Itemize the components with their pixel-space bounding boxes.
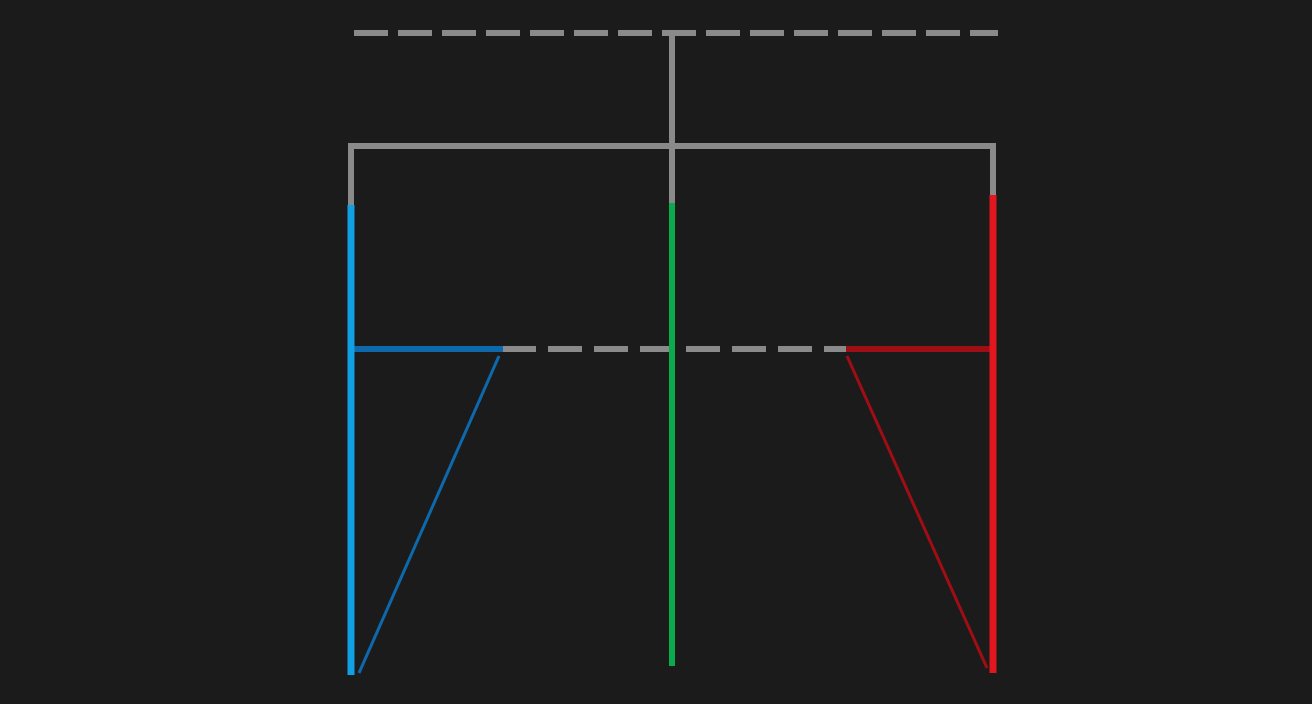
left-diagonal (357, 355, 501, 674)
right-diagonal (845, 355, 989, 669)
